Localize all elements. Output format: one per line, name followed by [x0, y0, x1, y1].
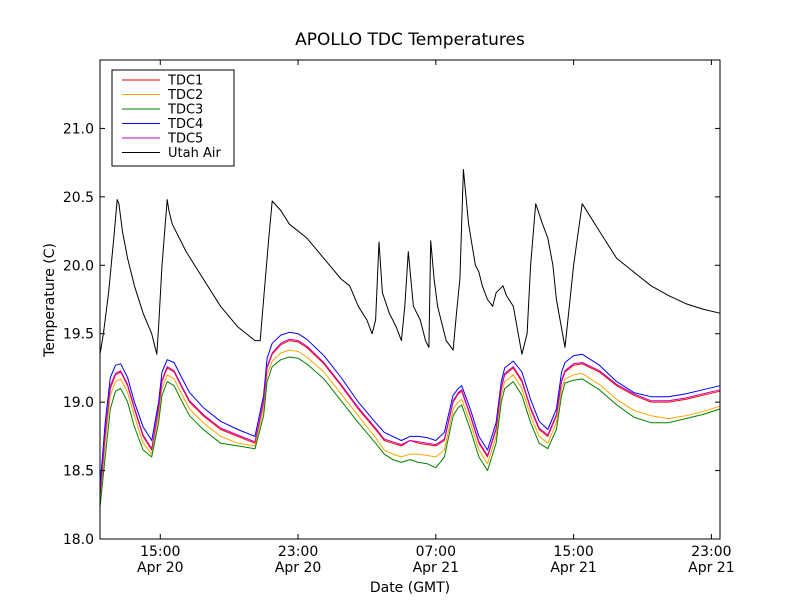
- x-tick-label-date: Apr 20: [275, 560, 321, 576]
- series-line-tdc4: [99, 331, 721, 488]
- y-tick-label: 19.5: [63, 327, 94, 343]
- x-tick-label-time: 23:00: [278, 544, 318, 560]
- x-tick-label-date: Apr 21: [550, 560, 596, 576]
- chart-title: APOLLO TDC Temperatures: [295, 30, 525, 50]
- legend-label: Utah Air: [168, 146, 221, 161]
- plot-area-frame: [99, 59, 721, 540]
- y-axis-label: Temperature (C): [42, 243, 58, 358]
- legend-label: TDC2: [167, 88, 203, 103]
- x-tick-label-time: 07:00: [416, 544, 456, 560]
- y-tick-label: 19.0: [63, 395, 94, 411]
- x-tick-label-time: 15:00: [553, 544, 593, 560]
- series-line-tdc3: [99, 356, 721, 508]
- x-tick-label-date: Apr 21: [688, 560, 734, 576]
- legend-label: TDC4: [167, 117, 203, 132]
- series-line-tdc5: [99, 338, 721, 497]
- series-line-utah-air: [99, 169, 721, 355]
- legend-label: TDC1: [167, 74, 203, 89]
- x-tick-label-date: Apr 21: [413, 560, 459, 576]
- y-tick-label: 18.0: [63, 532, 94, 548]
- y-tick-label: 18.5: [63, 464, 94, 480]
- y-tick-label: 21.0: [63, 121, 94, 137]
- x-tick-label-date: Apr 20: [137, 560, 183, 576]
- x-tick-label-time: 15:00: [140, 544, 180, 560]
- x-tick-label-time: 23:00: [691, 544, 731, 560]
- x-axis-label: Date (GMT): [370, 580, 450, 596]
- y-tick-label: 20.5: [63, 190, 94, 206]
- y-axis: 18.0 18.5 19.0 19.5 20.0 20.5 21.0: [63, 121, 720, 548]
- series-line-tdc2: [99, 349, 721, 504]
- legend-label: TDC5: [167, 132, 203, 147]
- y-tick-label: 20.0: [63, 258, 94, 274]
- series-layer: [99, 169, 721, 508]
- legend-label: TDC3: [167, 103, 203, 118]
- legend-box: [111, 69, 235, 167]
